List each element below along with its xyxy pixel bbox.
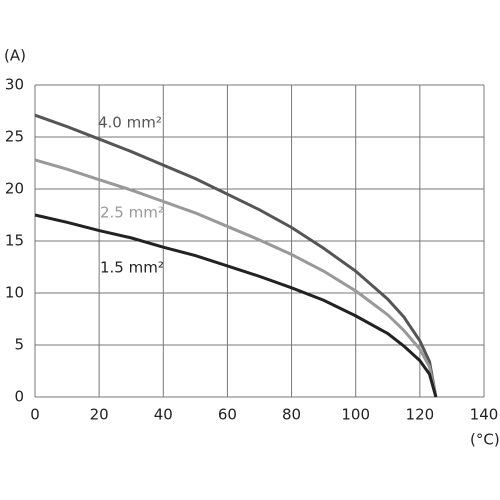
y-tick-label: 10 <box>5 284 24 302</box>
x-tick-label: 120 <box>406 406 435 424</box>
x-axis-label: (°C) <box>470 431 500 449</box>
x-tick-label: 60 <box>218 406 237 424</box>
series-label: 2.5 mm² <box>100 204 164 222</box>
x-tick-label: 80 <box>282 406 301 424</box>
y-tick-label: 25 <box>5 128 24 146</box>
line <box>34 158 438 398</box>
series-label: 4.0 mm² <box>98 114 162 132</box>
series-label: 1.5 mm² <box>100 259 164 277</box>
y-tick-label: 15 <box>5 232 24 250</box>
x-tick-label: 0 <box>30 406 40 424</box>
x-tick-label: 40 <box>154 406 173 424</box>
x-tick-label: 20 <box>90 406 109 424</box>
y-axis-label: (A) <box>4 47 26 65</box>
x-tick-label: 100 <box>341 406 370 424</box>
y-tick-label: 0 <box>14 388 24 406</box>
y-tick-label: 5 <box>14 336 24 354</box>
line <box>34 213 438 398</box>
x-tick-label: 140 <box>470 406 499 424</box>
line <box>34 113 438 398</box>
y-tick-label: 20 <box>5 180 24 198</box>
y-tick-label: 30 <box>5 76 24 94</box>
